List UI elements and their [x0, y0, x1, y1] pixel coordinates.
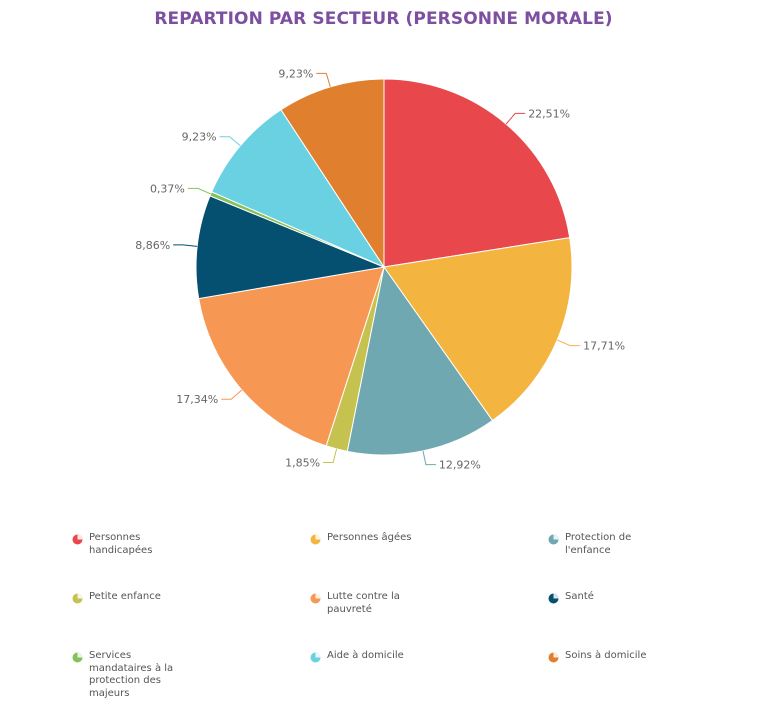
leader-line-lutte-contre-la-pauvrete [221, 389, 243, 400]
pie-legend-icon [548, 593, 559, 604]
legend-item-protection-de-l-enfance[interactable]: Protection de l'enfance [548, 532, 668, 557]
chart-title: REPARTION PAR SECTEUR (PERSONNE MORALE) [154, 9, 613, 29]
pie-legend-icon [72, 534, 83, 545]
pie-legend-icon [72, 593, 83, 604]
leader-line-protection-de-l-enfance [422, 450, 436, 466]
legend-label: Lutte contre la pauvreté [327, 591, 400, 615]
leader-line-services-mandataires-a-la-protection-des-majeurs [187, 187, 211, 195]
leader-line-aide-a-domicile [219, 136, 241, 147]
pie-slice-sante[interactable] [195, 195, 386, 300]
pie-legend-icon [310, 534, 321, 545]
data-label-personnes-agees: 17,71% [583, 340, 625, 353]
legend-label: Personnes âgées [327, 532, 412, 543]
chart-legend: Personnes handicapées Personnes âgées Prot… [0, 528, 767, 718]
leader-line-sante [173, 244, 198, 247]
legend-label: Petite enfance [89, 591, 161, 602]
leader-line-personnes-agees [557, 339, 581, 347]
pie-slice-personnes-agees[interactable] [383, 237, 573, 422]
data-label-services-mandataires-a-la-protection-des-majeurs: 0,37% [150, 182, 185, 195]
legend-label: Personnes handicapées [89, 532, 153, 556]
data-label-personnes-handicapees: 22,51% [528, 107, 570, 120]
legend-item-aide-a-domicile[interactable]: Aide à domicile [310, 650, 430, 663]
pie-legend-icon [548, 534, 559, 545]
legend-item-sante[interactable]: Santé [548, 591, 668, 604]
pie-slice-soins-a-domicile[interactable] [280, 78, 385, 269]
data-label-sante: 8,86% [135, 239, 170, 252]
leader-line-petite-enfance [323, 448, 338, 463]
legend-item-personnes-handicapees[interactable]: Personnes handicapées [72, 532, 192, 557]
pie-legend-icon [72, 652, 83, 663]
leader-line-soins-a-domicile [316, 72, 331, 87]
pie-legend-icon [310, 652, 321, 663]
legend-item-lutte-contre-la-pauvrete[interactable]: Lutte contre la pauvreté [310, 591, 430, 616]
leader-line-personnes-handicapees [505, 112, 526, 125]
legend-label: Services mandataires à la protection des… [89, 650, 174, 699]
data-label-soins-a-domicile: 9,23% [278, 67, 313, 80]
legend-item-soins-a-domicile[interactable]: Soins à domicile [548, 650, 668, 663]
pie-legend-icon [310, 593, 321, 604]
pie-legend-icon [548, 652, 559, 663]
legend-label: Protection de l'enfance [565, 532, 632, 556]
data-label-aide-a-domicile: 9,23% [182, 131, 217, 144]
data-label-protection-de-l-enfance: 12,92% [439, 459, 481, 472]
data-label-lutte-contre-la-pauvrete: 17,34% [176, 393, 218, 406]
legend-item-petite-enfance[interactable]: Petite enfance [72, 591, 192, 604]
data-label-petite-enfance: 1,85% [285, 457, 320, 470]
legend-label: Soins à domicile [565, 650, 647, 661]
legend-label: Aide à domicile [327, 650, 404, 661]
legend-item-personnes-agees[interactable]: Personnes âgées [310, 532, 430, 545]
pie-slice-lutte-contre-la-pauvrete[interactable] [198, 266, 385, 447]
pie-chart: 22,51% 17,71% 12,92% 1,85% 17,34% 8,86% 0,37% 9… [135, 67, 625, 472]
legend-item-services-mandataires-a-la-protection-des-majeurs[interactable]: Services mandataires à la protection des… [72, 650, 192, 700]
legend-label: Santé [565, 591, 594, 602]
pie-slice-aide-a-domicile[interactable] [211, 109, 386, 269]
